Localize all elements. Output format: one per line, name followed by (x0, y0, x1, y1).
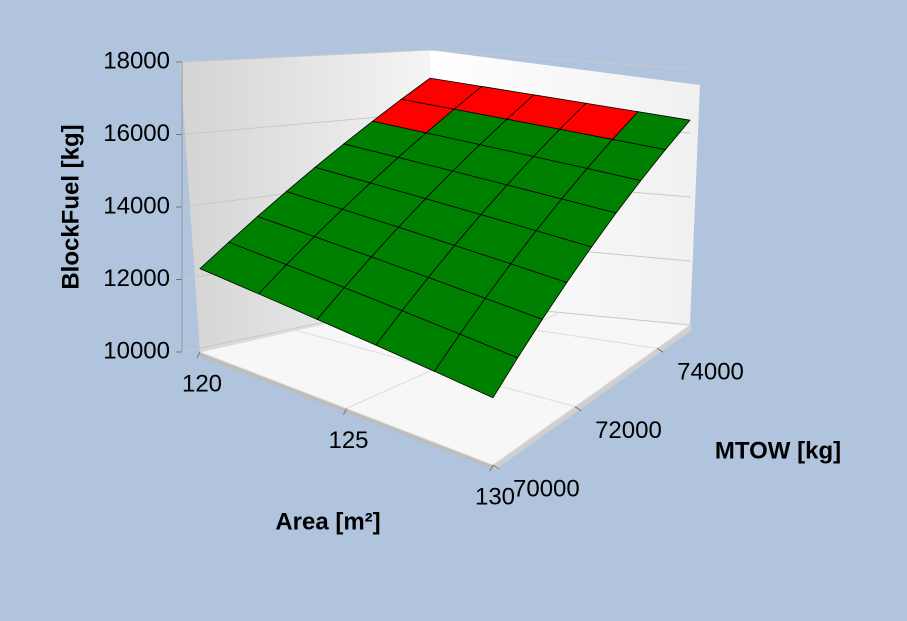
x-tick-label: 125 (328, 427, 368, 454)
y-tick (574, 406, 582, 412)
y-tick-label: 70000 (513, 475, 580, 502)
z-tick-label: 14000 (103, 192, 170, 219)
y-tick-label: 74000 (677, 359, 744, 386)
x-tick-label: 120 (182, 370, 222, 397)
floor (200, 300, 690, 465)
surface (199, 77, 691, 399)
z-tick-label: 10000 (103, 337, 170, 364)
x-tick (196, 351, 201, 359)
surface-cell (433, 333, 519, 399)
x-tick (489, 464, 494, 472)
z-axis-title: BlockFuel [kg] (57, 124, 84, 289)
z-tick-label: 12000 (103, 265, 170, 292)
y-tick-label: 72000 (595, 417, 662, 444)
floor-edge (200, 352, 495, 470)
z-tick-label: 18000 (103, 47, 170, 74)
x-tick-label: 130 (475, 483, 515, 510)
y-tick (656, 347, 664, 353)
grid-line (181, 49, 691, 70)
x-tick (343, 408, 347, 415)
x-axis-title: Area [m²] (275, 508, 380, 535)
y-tick (492, 464, 500, 470)
y-axis-title: MTOW [kg] (715, 437, 841, 464)
z-tick-label: 16000 (103, 120, 170, 147)
floor-edge (493, 325, 692, 470)
